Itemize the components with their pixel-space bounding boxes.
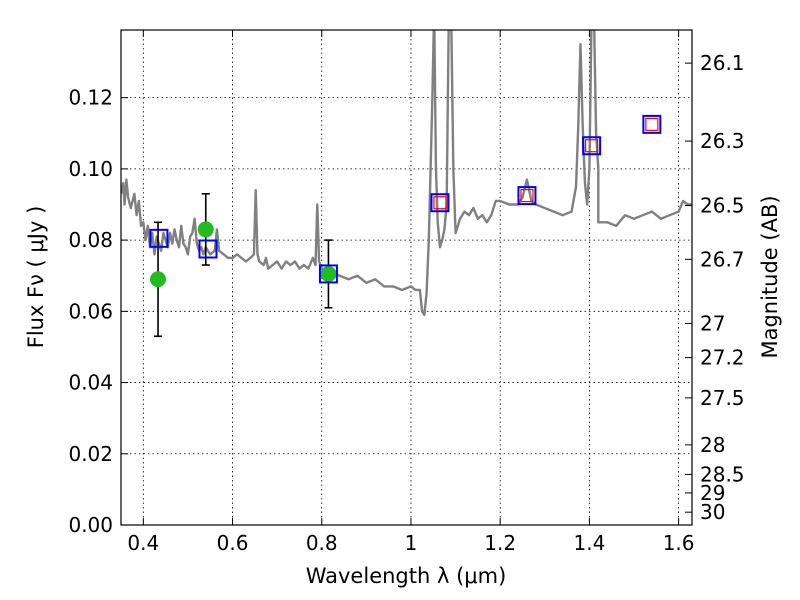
upper-limit-marker [520, 188, 534, 203]
y-tick-label: 0.08 [68, 228, 113, 252]
x-axis-title: Wavelength λ (μm) [306, 564, 507, 588]
upper-limit-marker [645, 117, 659, 131]
model-band-flux-marker [582, 136, 602, 156]
observed-flux-point [150, 271, 167, 288]
y2-tick-label: 28.5 [700, 462, 745, 486]
y-tick-label: 0.02 [68, 442, 113, 466]
y2-tick-label: 26.3 [700, 129, 745, 153]
x-tick-label: 1 [405, 531, 418, 555]
y-axis-title: Flux Fν ( μJy ) [24, 206, 48, 349]
y2-tick-label: 28 [700, 433, 725, 457]
y2-tick-label: 30 [700, 500, 725, 524]
axes: 0.4 0.6 0.8 1 1.2 1.4 1.6 0.00 0.02 0.04 0.06 0.08 0… [68, 30, 745, 555]
x-tick-label: 0.8 [306, 531, 338, 555]
y-tick-label: 0.04 [68, 371, 113, 395]
plot-frame [120, 29, 693, 526]
y2-tick-label: 26.7 [700, 247, 745, 271]
y-tick-label: 0.12 [68, 86, 113, 110]
y-tick-label: 0.10 [68, 157, 113, 181]
observed-flux-point [320, 265, 337, 282]
observed-flux-point [197, 221, 214, 238]
y2-tick-label: 27 [700, 311, 725, 335]
model-band-flux-marker [149, 228, 169, 248]
model-band-flux-marker [198, 239, 218, 259]
x-tick-label: 0.6 [217, 531, 249, 555]
y2-tick-label: 27.2 [700, 346, 745, 370]
model-band-flux-marker [318, 264, 338, 284]
y-tick-label: 0.00 [68, 513, 113, 537]
x-tick-label: 0.4 [127, 531, 159, 555]
y2-tick-label: 27.5 [700, 386, 745, 410]
upper-limit-marker [433, 196, 447, 210]
model-band-flux-marker [430, 193, 450, 213]
upper-limit-marker [585, 139, 599, 153]
y2-tick-label: 26.1 [700, 51, 745, 75]
y2-tick-label: 26.5 [700, 194, 745, 218]
y-tick-label: 0.06 [68, 299, 113, 323]
y2-tick-label: 29 [700, 481, 725, 505]
x-tick-label: 1.4 [573, 531, 605, 555]
plot-area [121, 30, 692, 338]
y2-axis-title: Magnitude (AB) [758, 195, 782, 358]
x-tick-label: 1.6 [663, 531, 695, 555]
model-band-flux-marker [517, 186, 537, 206]
x-tick-label: 1.2 [484, 531, 516, 555]
model-band-flux-marker [642, 114, 662, 134]
